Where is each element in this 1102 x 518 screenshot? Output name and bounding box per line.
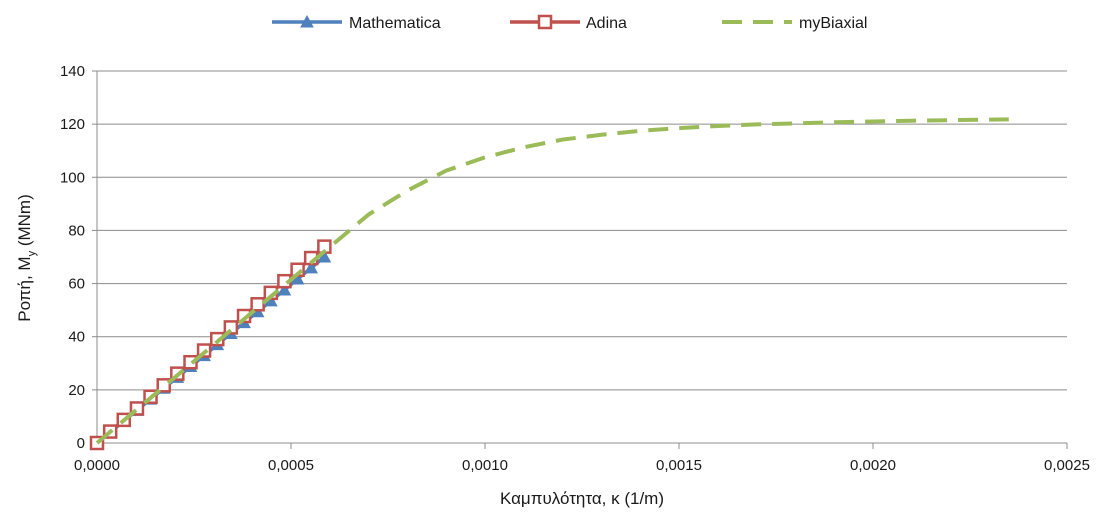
series-group (89, 117, 1009, 451)
y-tick-label-120: 120 (60, 116, 85, 133)
y-tick-label-0: 0 (77, 435, 85, 452)
legend-label-mathematica: Mathematica (349, 15, 441, 32)
y-axis-title-unit: (MNm) (15, 194, 34, 251)
y-tick-label-20: 20 (68, 382, 85, 399)
legend-label-mybiaxial: myBiaxial (799, 15, 867, 32)
x-tick-label-3: 0,0015 (656, 457, 702, 474)
x-tick-label-2: 0,0010 (462, 457, 508, 474)
y-axis-title-main: Ροπή, M (15, 256, 34, 321)
x-tick-label-0: 0,0000 (74, 457, 120, 474)
series-mybiaxial (95, 117, 1009, 445)
legend-label-adina: Adina (586, 15, 627, 32)
data-point-adina-12 (250, 297, 265, 312)
x-tick-label-5: 0,0025 (1044, 457, 1090, 474)
data-point-mathematica-14 (277, 282, 292, 296)
y-axis-title-sub: y (26, 250, 38, 256)
legend-item-adina: Adina (510, 14, 627, 32)
legend: Mathematica Adina myBiaxial (272, 14, 867, 32)
y-tick-label-60: 60 (68, 276, 85, 293)
legend-item-mathematica: Mathematica (272, 14, 441, 32)
data-point-adina-5 (156, 378, 171, 393)
axes (92, 70, 1068, 449)
tick-labels: 0 20 40 60 80 100 120 140 0,0000 0,0005 0,0010 0,00… (60, 63, 1090, 474)
x-tick-label-1: 0,0005 (268, 457, 314, 474)
legend-item-mybiaxial: myBiaxial (722, 15, 867, 32)
data-point-mathematica-16 (304, 260, 319, 274)
y-tick-label-100: 100 (60, 169, 85, 186)
legend-marker-mathematica (300, 14, 314, 28)
x-axis-title: Καμπυλότητα, κ (1/m) (500, 489, 664, 508)
y-tick-label-140: 140 (60, 63, 85, 80)
y-tick-label-80: 80 (68, 222, 85, 239)
legend-marker-adina (537, 14, 553, 30)
y-axis-title: Ροπή, My (MNm) (15, 194, 38, 322)
gridlines (97, 70, 1067, 391)
x-tick-label-4: 0,0020 (850, 457, 896, 474)
series-line-mybiaxial (95, 117, 1009, 445)
y-tick-label-40: 40 (68, 329, 85, 346)
